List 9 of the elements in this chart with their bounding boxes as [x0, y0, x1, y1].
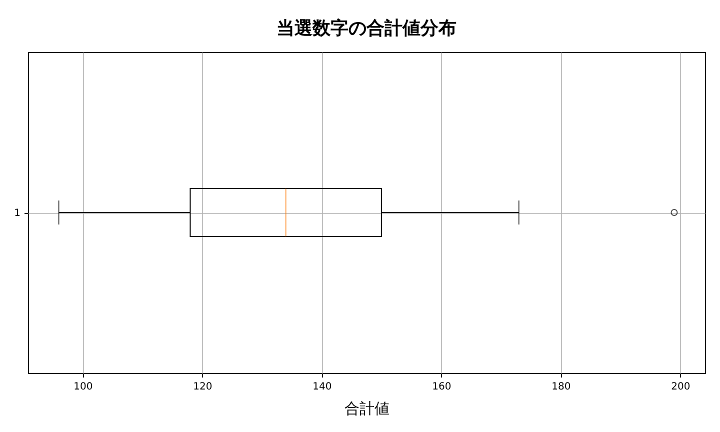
x-tick-label: 100 — [74, 382, 93, 392]
x-tick-label: 140 — [312, 382, 332, 392]
y-tick-label: 1 — [14, 208, 20, 219]
x-axis-title: 合計値 — [344, 400, 390, 418]
x-tick-label: 180 — [552, 382, 571, 392]
x-tick-label: 160 — [432, 382, 452, 392]
chart-title: 当選数字の合計値分布 — [276, 18, 456, 39]
x-tick-label: 200 — [671, 382, 690, 392]
x-tick-label: 120 — [193, 382, 212, 392]
